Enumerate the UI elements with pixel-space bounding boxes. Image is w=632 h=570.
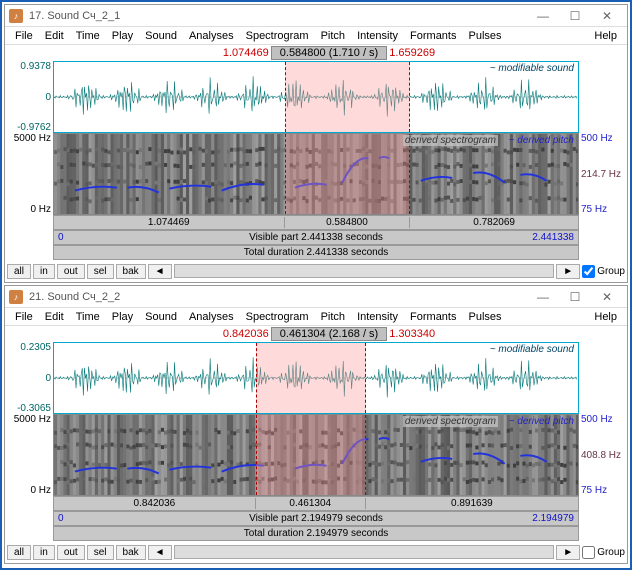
visible-part-bar[interactable]: 0 Visible part 2.194979 seconds 2.194979: [53, 511, 579, 526]
position-bar: 0.842036 0.461304 (2.168 / s) 1.303340: [5, 326, 627, 342]
maximize-button[interactable]: ☐: [559, 287, 591, 307]
sound-window-1: ♪ 21. Sound Сч_2_2 — ☐ ✕ FileEditTimePla…: [4, 285, 628, 564]
derived-spectrogram-label: derived spectrogram: [403, 416, 498, 427]
menu-sound[interactable]: Sound: [139, 30, 183, 42]
menu-analyses[interactable]: Analyses: [183, 30, 240, 42]
close-button[interactable]: ✕: [591, 6, 623, 26]
menu-sound[interactable]: Sound: [139, 311, 183, 323]
maximize-button[interactable]: ☐: [559, 6, 591, 26]
menu-edit[interactable]: Edit: [39, 311, 70, 323]
menubar: FileEditTimePlaySoundAnalysesSpectrogram…: [5, 27, 627, 45]
menu-spectrogram[interactable]: Spectrogram: [240, 30, 315, 42]
app-icon: ♪: [9, 9, 23, 23]
window-title: 21. Sound Сч_2_2: [29, 291, 120, 303]
selection-start: 1.074469: [71, 47, 271, 59]
visible-part-bar[interactable]: 0 Visible part 2.441338 seconds 2.441338: [53, 230, 579, 245]
menu-help[interactable]: Help: [588, 311, 623, 323]
menu-intensity[interactable]: Intensity: [351, 311, 404, 323]
derived-spectrogram-label: derived spectrogram: [403, 135, 498, 146]
total-duration-text: Total duration 2.441338 seconds: [244, 247, 389, 258]
menu-pulses[interactable]: Pulses: [463, 30, 508, 42]
modifiable-sound-label: ~ modifiable sound: [490, 63, 574, 74]
waveform-y-axis: 0.9378 0 -0.9762: [5, 61, 53, 133]
minimize-button[interactable]: —: [527, 6, 559, 26]
menu-pulses[interactable]: Pulses: [463, 311, 508, 323]
selection-duration[interactable]: 0.584800 (1.710 / s): [271, 46, 387, 60]
window-title: 17. Sound Сч_2_1: [29, 10, 120, 22]
menu-file[interactable]: File: [9, 30, 39, 42]
scroll-right-button[interactable]: ►: [556, 264, 580, 279]
scroll-right-button[interactable]: ►: [556, 545, 580, 560]
close-button[interactable]: ✕: [591, 287, 623, 307]
total-duration-text: Total duration 2.194979 seconds: [244, 528, 389, 539]
menubar: FileEditTimePlaySoundAnalysesSpectrogram…: [5, 308, 627, 326]
menu-formants[interactable]: Formants: [404, 311, 462, 323]
selection-duration[interactable]: 0.461304 (2.168 / s): [271, 327, 387, 341]
menu-pitch[interactable]: Pitch: [315, 30, 351, 42]
all-button[interactable]: all: [7, 264, 31, 279]
menu-time[interactable]: Time: [70, 311, 106, 323]
total-duration-bar[interactable]: Total duration 2.441338 seconds: [53, 245, 579, 260]
spectrogram-panel[interactable]: derived spectrogram ~ derived pitch: [53, 133, 579, 215]
in-button[interactable]: in: [33, 545, 55, 560]
position-bar: 1.074469 0.584800 (1.710 / s) 1.659269: [5, 45, 627, 61]
group-checkbox[interactable]: Group: [582, 265, 625, 278]
in-button[interactable]: in: [33, 264, 55, 279]
derived-pitch-label: ~ derived pitch: [509, 416, 574, 427]
menu-intensity[interactable]: Intensity: [351, 30, 404, 42]
total-duration-bar[interactable]: Total duration 2.194979 seconds: [53, 526, 579, 541]
menu-file[interactable]: File: [9, 311, 39, 323]
titlebar: ♪ 21. Sound Сч_2_2 — ☐ ✕: [5, 286, 627, 308]
menu-play[interactable]: Play: [106, 311, 139, 323]
scroll-left-button[interactable]: ◄: [148, 264, 172, 279]
derived-pitch-label: ~ derived pitch: [509, 135, 574, 146]
menu-analyses[interactable]: Analyses: [183, 311, 240, 323]
selection-end: 1.303340: [387, 328, 587, 340]
segment-bar[interactable]: 1.074469 0.584800 0.782069: [53, 215, 579, 230]
pitch-y-axis: 500 Hz 214.7 Hz 75 Hz: [579, 133, 627, 215]
waveform-panel[interactable]: ~ modifiable sound: [53, 61, 579, 133]
waveform-panel[interactable]: ~ modifiable sound: [53, 342, 579, 414]
visible-part-text: Visible part 2.441338 seconds: [249, 232, 383, 243]
scroll-left-button[interactable]: ◄: [148, 545, 172, 560]
waveform-y-axis-right: [579, 342, 627, 414]
menu-time[interactable]: Time: [70, 30, 106, 42]
sel-button[interactable]: sel: [87, 264, 114, 279]
sel-button[interactable]: sel: [87, 545, 114, 560]
out-button[interactable]: out: [57, 545, 85, 560]
spectrogram-y-axis: 5000 Hz 0 Hz: [5, 133, 53, 215]
menu-pitch[interactable]: Pitch: [315, 311, 351, 323]
button-row: all in out sel bak ◄ ► Group: [5, 541, 627, 563]
segment-bar[interactable]: 0.842036 0.461304 0.891639: [53, 496, 579, 511]
group-checkbox[interactable]: Group: [582, 546, 625, 559]
waveform-y-axis-right: [579, 61, 627, 133]
modifiable-sound-label: ~ modifiable sound: [490, 344, 574, 355]
spectrogram-panel[interactable]: derived spectrogram ~ derived pitch: [53, 414, 579, 496]
bak-button[interactable]: bak: [116, 264, 146, 279]
minimize-button[interactable]: —: [527, 287, 559, 307]
visible-part-text: Visible part 2.194979 seconds: [249, 513, 383, 524]
menu-formants[interactable]: Formants: [404, 30, 462, 42]
selection-start: 0.842036: [71, 328, 271, 340]
pitch-y-axis: 500 Hz 408.8 Hz 75 Hz: [579, 414, 627, 496]
bak-button[interactable]: bak: [116, 545, 146, 560]
spectrogram-y-axis: 5000 Hz 0 Hz: [5, 414, 53, 496]
menu-help[interactable]: Help: [588, 30, 623, 42]
menu-play[interactable]: Play: [106, 30, 139, 42]
button-row: all in out sel bak ◄ ► Group: [5, 260, 627, 282]
app-icon: ♪: [9, 290, 23, 304]
out-button[interactable]: out: [57, 264, 85, 279]
menu-edit[interactable]: Edit: [39, 30, 70, 42]
titlebar: ♪ 17. Sound Сч_2_1 — ☐ ✕: [5, 5, 627, 27]
sound-window-0: ♪ 17. Sound Сч_2_1 — ☐ ✕ FileEditTimePla…: [4, 4, 628, 283]
waveform-y-axis: 0.2305 0 -0.3065: [5, 342, 53, 414]
selection-end: 1.659269: [387, 47, 587, 59]
all-button[interactable]: all: [7, 545, 31, 560]
menu-spectrogram[interactable]: Spectrogram: [240, 311, 315, 323]
